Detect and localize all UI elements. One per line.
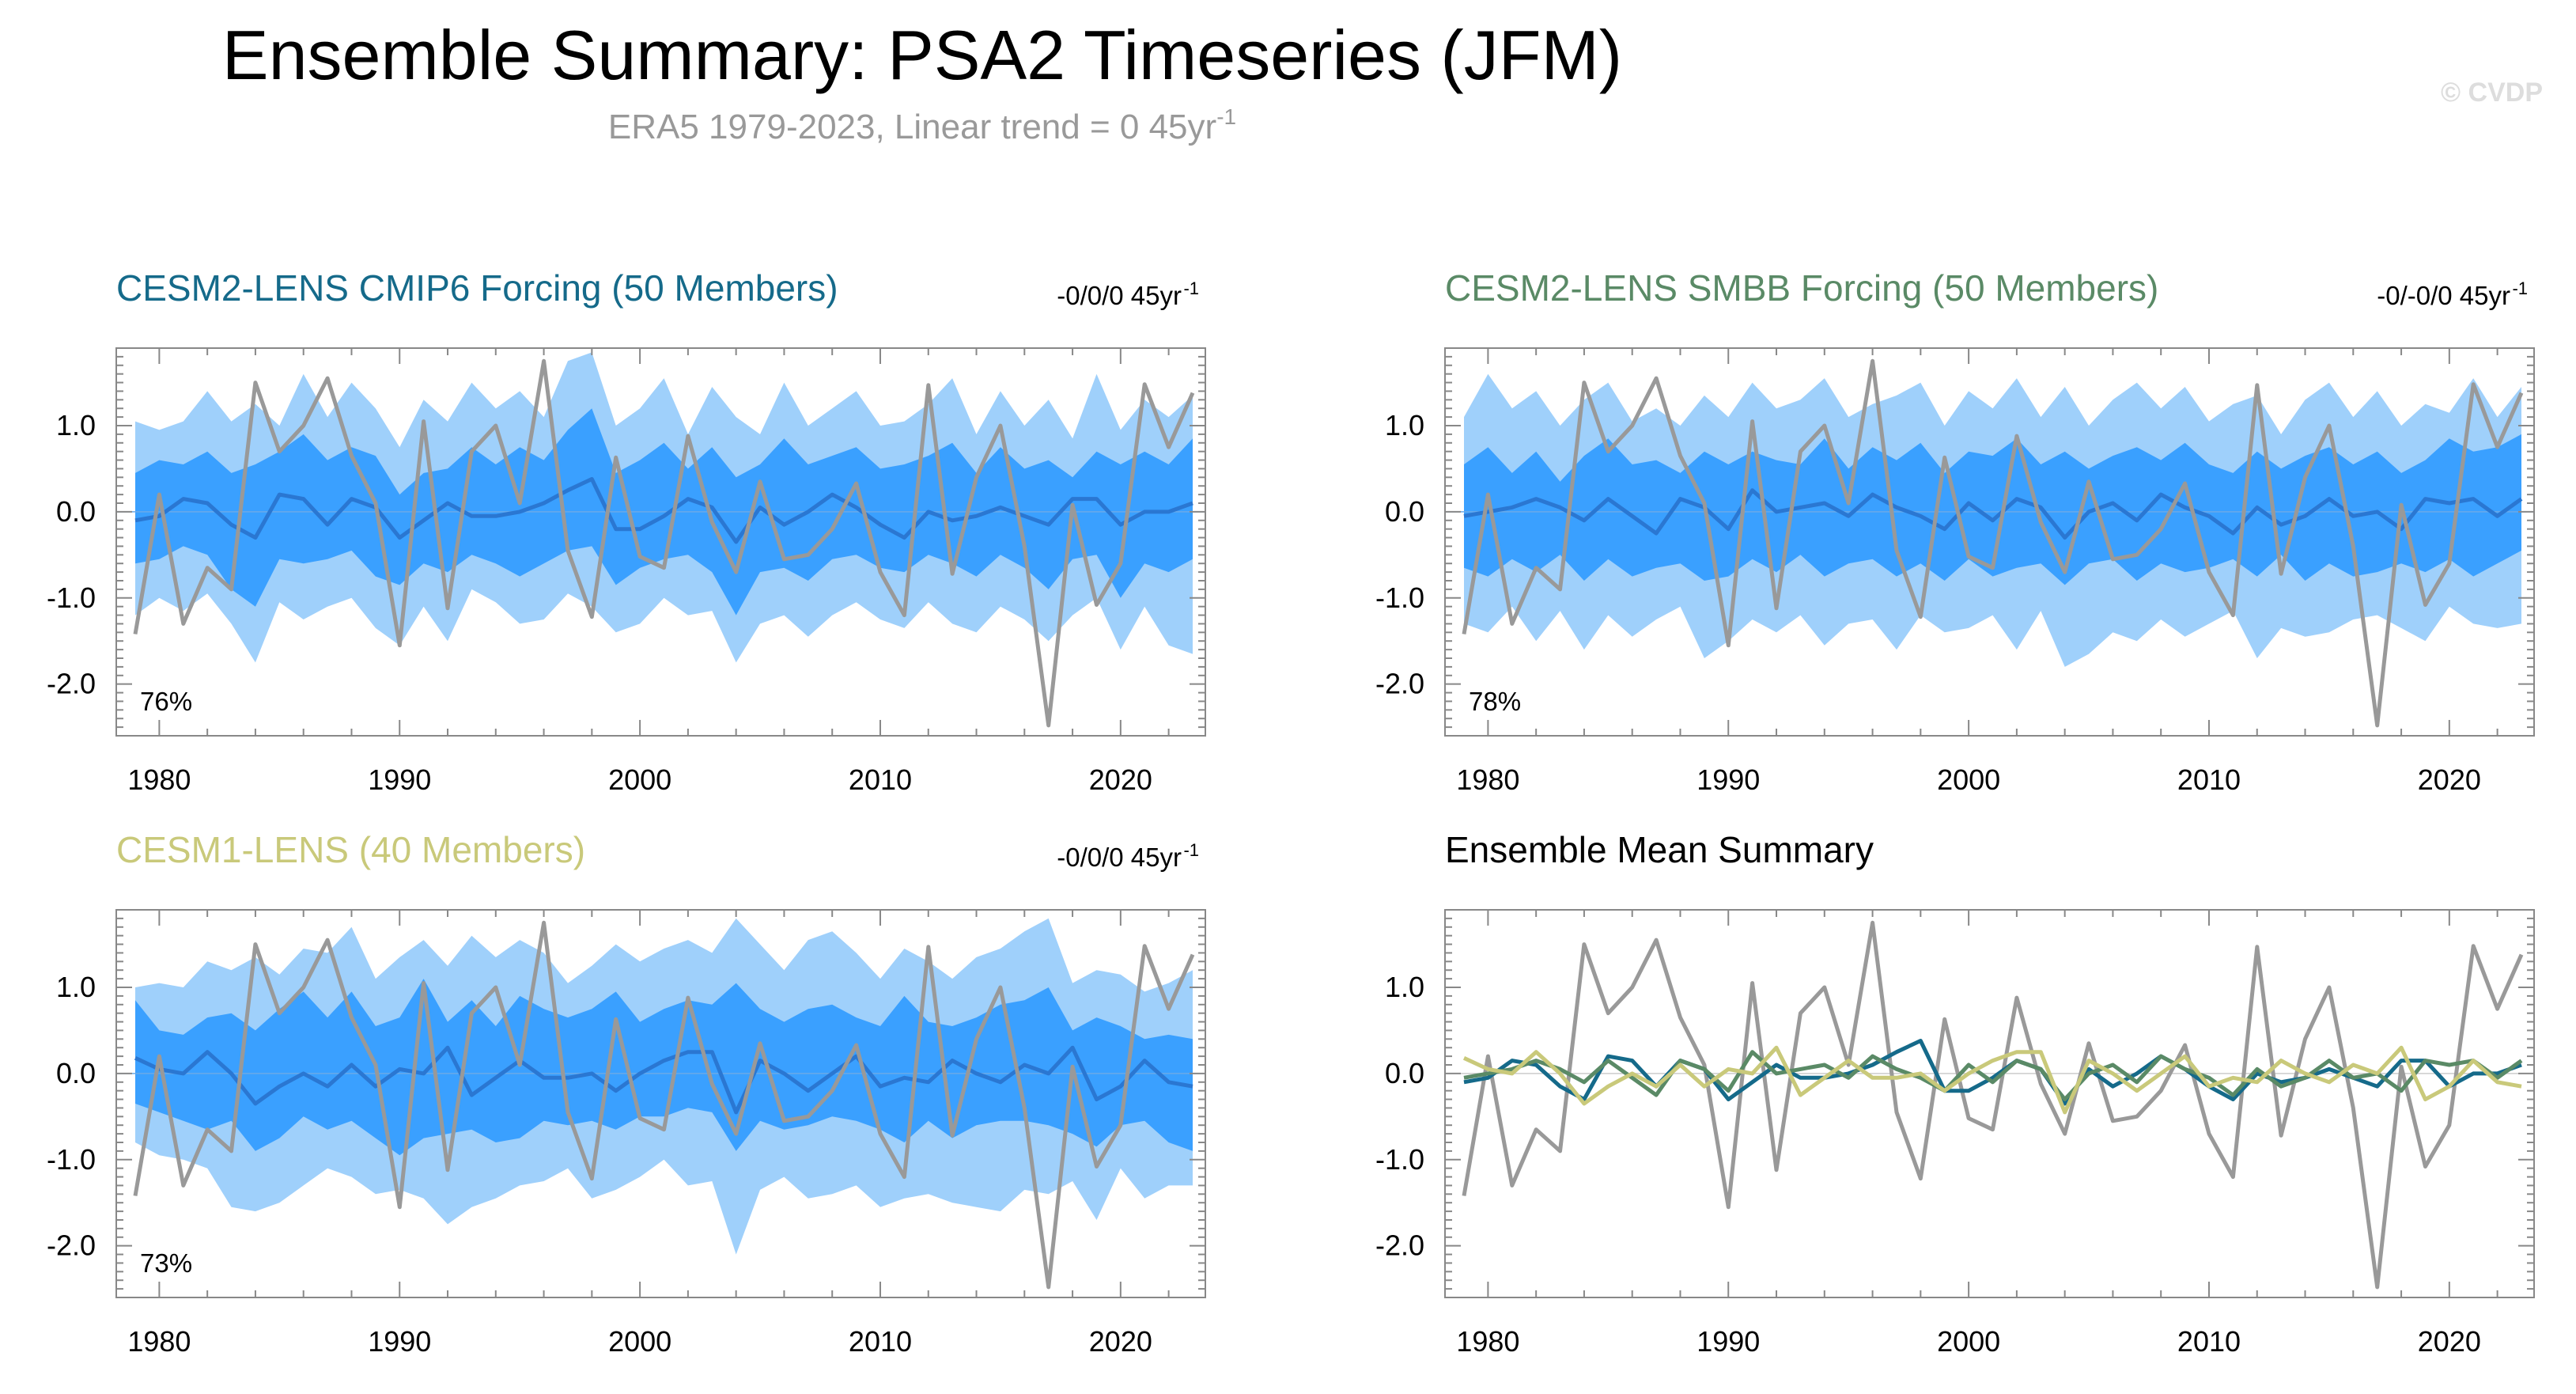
y-tick-label: 1.0 <box>56 409 96 441</box>
plot-frame <box>1444 909 2535 1298</box>
observed-era5-line <box>133 920 1195 1290</box>
x-tick-label: 1990 <box>1697 763 1760 796</box>
series-line-p3 <box>1462 1045 2522 1115</box>
trend-superscript: -1 <box>1183 278 1199 298</box>
y-tick-label: -2.0 <box>1375 1229 1424 1262</box>
y-tick-label: 0.0 <box>1385 1057 1424 1089</box>
x-tick-label: 1990 <box>368 763 431 796</box>
y-tick-label: 1.0 <box>1385 409 1424 441</box>
x-tick-label: 2020 <box>2418 1325 2481 1358</box>
x-tick-label: 2020 <box>1089 1325 1152 1358</box>
x-tick-label: 1980 <box>127 763 191 796</box>
panel-cesm2-cmip6: CESM2-LENS CMIP6 Forcing (50 Members) -0/… <box>47 267 1206 796</box>
y-tick-label: 0.0 <box>56 1057 96 1089</box>
plot-frame <box>115 347 1206 737</box>
trend-superscript: -1 <box>2512 278 2528 298</box>
observed-era5-line <box>133 358 1195 728</box>
x-tick-label: 2010 <box>2177 1325 2241 1358</box>
x-tick-label: 2020 <box>2418 763 2481 796</box>
x-tick-label: 2010 <box>849 763 912 796</box>
x-tick-label: 1990 <box>368 1325 431 1358</box>
x-tick-label: 1980 <box>127 1325 191 1358</box>
trend-superscript: -1 <box>1183 840 1199 860</box>
y-tick-label: -1.0 <box>47 581 96 614</box>
observed-era5-line <box>1462 358 2524 728</box>
percent-label: 78% <box>1469 687 1521 716</box>
subtitle-superscript: -1 <box>1216 104 1236 129</box>
inner-spread-band <box>135 979 1193 1156</box>
y-tick-label: -1.0 <box>47 1143 96 1176</box>
x-tick-label: 2000 <box>608 1325 671 1358</box>
y-tick-label: -1.0 <box>1375 581 1424 614</box>
panel-title: CESM2-LENS CMIP6 Forcing (50 Members) <box>116 267 838 309</box>
x-tick-label: 1980 <box>1456 763 1519 796</box>
trend-label: -0/0/0 45yr <box>1057 843 1182 872</box>
panel-cesm1: CESM1-LENS (40 Members) -0/0/0 45yr -1 73% 1… <box>47 829 1206 1358</box>
x-tick-label: 1980 <box>1456 1325 1519 1358</box>
y-tick-label: 0.0 <box>56 495 96 528</box>
y-tick-label: -2.0 <box>47 668 96 700</box>
series-line-p1 <box>1463 1039 2522 1106</box>
y-tick-label: 1.0 <box>56 971 96 1003</box>
panel-title: Ensemble Mean Summary <box>1445 829 1874 870</box>
y-tick-label: -2.0 <box>47 1229 96 1262</box>
panel-ensemble-mean-summary: Ensemble Mean Summary 1.0 0.0 -1.0 -2.0 1980 1… <box>1375 829 2535 1358</box>
x-tick-label: 2020 <box>1089 763 1152 796</box>
y-tick-label: -1.0 <box>1375 1143 1424 1176</box>
x-tick-label: 2010 <box>2177 763 2241 796</box>
y-tick-label: 0.0 <box>1385 495 1424 528</box>
panel-cesm2-smbb: CESM2-LENS SMBB Forcing (50 Members) -0/-… <box>1375 267 2535 796</box>
plot-frame <box>115 909 1206 1298</box>
y-tick-label: -2.0 <box>1375 668 1424 700</box>
figure-subtitle: ERA5 1979-2023, Linear trend = 0 45yr-1 <box>608 104 1236 146</box>
percent-label: 76% <box>140 687 192 716</box>
y-tick-label: 1.0 <box>1385 971 1424 1003</box>
trend-label: -0/0/0 45yr <box>1057 281 1182 310</box>
observed-era5-line <box>1462 920 2524 1290</box>
trend-label: -0/-0/0 45yr <box>2377 281 2510 310</box>
x-tick-label: 2000 <box>1937 1325 2000 1358</box>
figure-title: Ensemble Summary: PSA2 Timeseries (JFM) <box>222 16 1622 94</box>
x-tick-label: 1990 <box>1697 1325 1760 1358</box>
percent-label: 73% <box>140 1248 192 1278</box>
x-tick-label: 2010 <box>849 1325 912 1358</box>
x-tick-label: 2000 <box>1937 763 2000 796</box>
x-tick-label: 2000 <box>608 763 671 796</box>
plot-frame <box>1444 347 2535 737</box>
subtitle-main: ERA5 1979-2023, Linear trend = 0 45yr <box>608 108 1216 146</box>
inner-spread-band <box>1464 434 2521 585</box>
panel-title: CESM1-LENS (40 Members) <box>116 829 585 870</box>
panel-title: CESM2-LENS SMBB Forcing (50 Members) <box>1445 267 2158 309</box>
cvdp-watermark: © CVDP <box>2441 78 2543 108</box>
